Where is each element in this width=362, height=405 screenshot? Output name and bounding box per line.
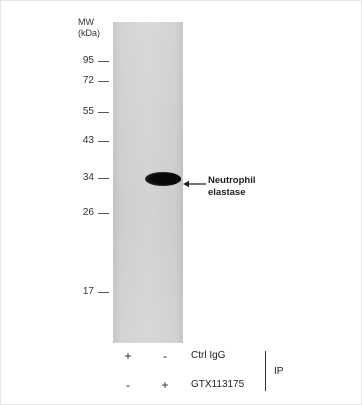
marker-tick <box>98 61 109 62</box>
marker-55: 55 <box>60 106 112 118</box>
marker-95: 95 <box>60 55 112 67</box>
band-arrow-icon <box>183 180 206 188</box>
target-protein-label: Neutrophil elastase <box>208 175 256 199</box>
ctrl-igg-lane1-sign: + <box>124 349 132 363</box>
ctrl-igg-label: Ctrl IgG <box>191 350 226 361</box>
marker-72: 72 <box>60 75 112 87</box>
mw-title-line1: MW <box>78 17 94 27</box>
marker-tick <box>98 141 109 142</box>
marker-tick <box>98 292 109 293</box>
antibody-label: GTX113175 <box>191 379 245 390</box>
target-label-line2: elastase <box>208 187 246 198</box>
ip-bracket <box>265 351 266 391</box>
blot-membrane <box>113 22 183 343</box>
ctrl-igg-lane2-sign: - <box>163 349 167 363</box>
mw-axis-title: MW (kDa) <box>78 17 100 39</box>
marker-43: 43 <box>60 135 112 147</box>
marker-label: 34 <box>82 172 94 183</box>
protein-band-core <box>151 174 181 184</box>
ip-label: IP <box>274 366 284 377</box>
marker-tick <box>98 213 109 214</box>
marker-tick <box>98 112 109 113</box>
antibody-lane2-sign: + <box>161 378 169 392</box>
antibody-lane1-sign: - <box>126 378 130 392</box>
mw-title-line2: (kDa) <box>78 28 100 38</box>
marker-tick <box>98 81 109 82</box>
marker-label: 26 <box>82 207 94 218</box>
marker-tick <box>98 178 109 179</box>
marker-label: 43 <box>82 135 94 146</box>
marker-label: 17 <box>82 286 94 297</box>
target-label-line1: Neutrophil <box>208 175 256 186</box>
marker-label: 95 <box>82 55 94 66</box>
marker-26: 26 <box>60 207 112 219</box>
marker-17: 17 <box>60 286 112 298</box>
marker-label: 55 <box>82 106 94 117</box>
marker-34: 34 <box>60 172 112 184</box>
marker-label: 72 <box>82 75 94 86</box>
